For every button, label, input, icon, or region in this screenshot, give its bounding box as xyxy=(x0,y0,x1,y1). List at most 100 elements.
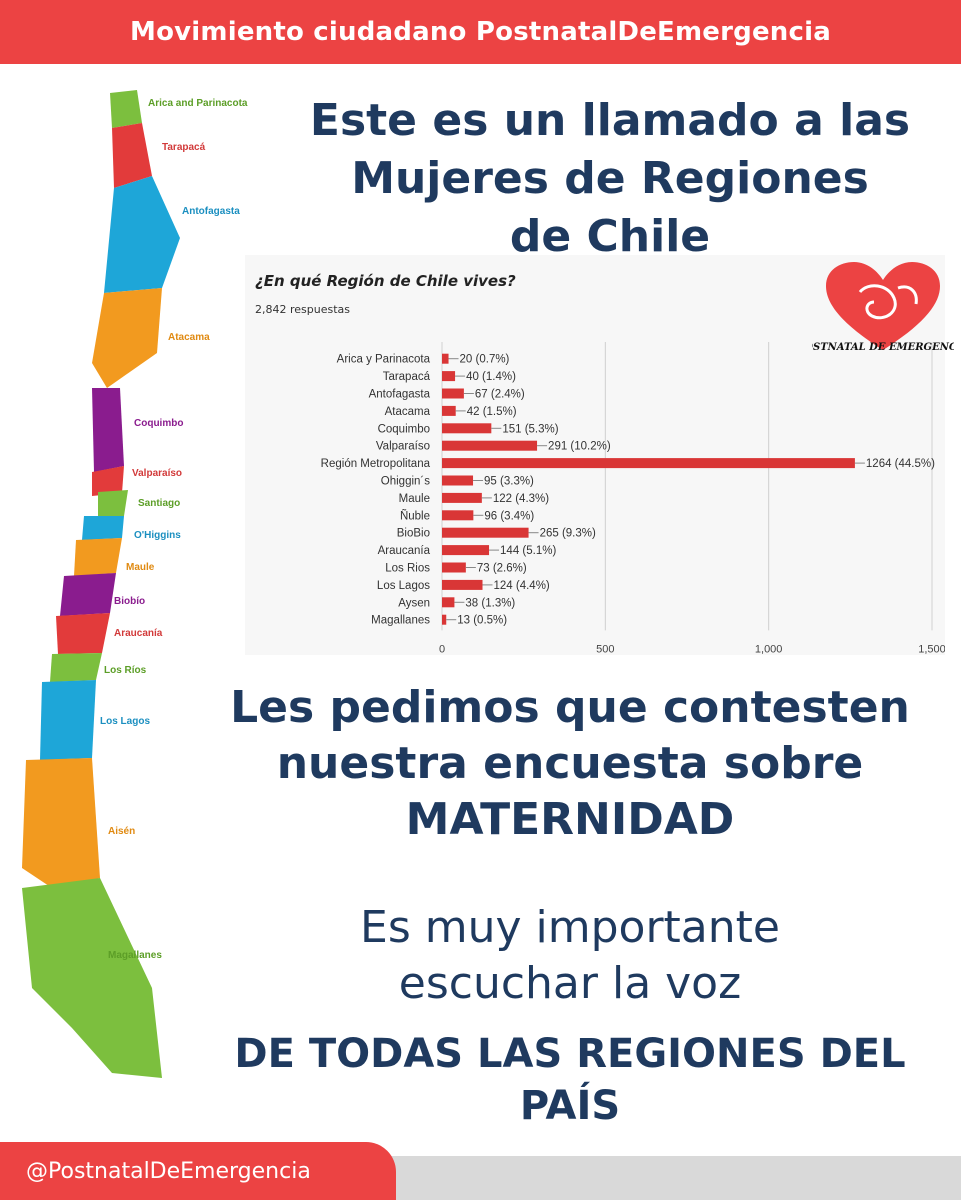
chart-bar xyxy=(442,371,456,382)
map-label-losrios: Los Ríos xyxy=(104,665,147,676)
chart-category-label: Arica y Parinacota xyxy=(337,354,431,366)
chart-bar xyxy=(442,458,855,469)
chart-data-label: 124 (4.4%) xyxy=(494,580,550,592)
chart-xtick-label: 500 xyxy=(596,643,614,655)
chart-bar xyxy=(442,423,492,434)
map-label-arica: Arica and Parinacota xyxy=(148,98,248,109)
headline-request: Les pedimos que contesten nuestra encues… xyxy=(185,680,955,848)
chart-data-label: 73 (2.6%) xyxy=(477,563,527,575)
chart-data-label: 151 (5.3%) xyxy=(502,423,558,435)
map-region-tarapaca xyxy=(112,123,152,188)
chart-xtick-label: 0 xyxy=(439,643,445,655)
chart-bar xyxy=(442,579,483,590)
chart-data-label: 20 (0.7%) xyxy=(460,354,510,366)
chart-category-label: Valparaíso xyxy=(376,441,430,453)
map-region-atacama xyxy=(92,288,162,388)
map-label-antofagasta: Antofagasta xyxy=(182,206,240,217)
logo-text: POSTNATAL DE EMERGENCIA xyxy=(812,342,954,353)
headline-request-line1: Les pedimos que contesten xyxy=(230,682,910,733)
map-region-ohiggins xyxy=(82,516,124,540)
chart-data-label: 95 (3.3%) xyxy=(484,476,534,488)
headline-importance: Es muy importante escuchar la voz xyxy=(190,900,950,1012)
headline-call-line3: de Chile xyxy=(509,211,711,262)
chart-bar xyxy=(442,510,474,521)
map-label-valparaiso: Valparaíso xyxy=(132,468,182,479)
chart-category-label: BioBio xyxy=(397,528,430,540)
chart-category-label: Región Metropolitana xyxy=(321,458,431,470)
chart-xtick-label: 1,500 xyxy=(918,643,945,655)
chart-category-label: Ñuble xyxy=(400,509,430,522)
chart-data-label: 1264 (44.5%) xyxy=(866,458,935,470)
headline-request-line3: MATERNIDAD xyxy=(405,794,735,845)
chart-bar xyxy=(442,388,464,399)
chart-bar xyxy=(442,545,490,556)
headline-call-line2: Mujeres de Regiones xyxy=(351,153,869,204)
map-label-coquimbo: Coquimbo xyxy=(134,418,183,429)
chart-category-label: Araucanía xyxy=(378,545,431,557)
map-region-losrios xyxy=(50,653,102,682)
chart-bar xyxy=(442,492,482,503)
chart-data-label: 96 (3.4%) xyxy=(484,510,534,522)
chart-bar xyxy=(442,562,466,573)
headline-all-regions-line2: PAÍS xyxy=(519,1083,621,1129)
banner-text: Movimiento ciudadano PostnatalDeEmergenc… xyxy=(130,17,831,47)
chart-category-label: Los Rios xyxy=(385,563,430,575)
chart-bar xyxy=(442,475,474,486)
map-label-atacama: Atacama xyxy=(168,332,210,343)
chart-bar xyxy=(442,614,447,625)
chart-category-label: Maule xyxy=(399,493,430,505)
map-region-magallanes xyxy=(22,878,162,1078)
headline-all-regions: DE TODAS LAS REGIONES DEL PAÍS xyxy=(185,1028,955,1132)
map-label-aisen: Aisén xyxy=(108,826,135,837)
map-region-valparaiso xyxy=(92,466,124,496)
map-region-aisen xyxy=(22,758,100,888)
chart-data-label: 13 (0.5%) xyxy=(457,615,507,627)
chart-plot: 0 500 1,000 1,500 Arica y Parinacota 20 (0.7%… xyxy=(321,342,945,655)
chart-category-label: Tarapacá xyxy=(383,371,431,383)
chart-category-label: Ohiggin´s xyxy=(381,476,430,488)
chart-data-label: 265 (9.3%) xyxy=(540,528,596,540)
headline-call: Este es un llamado a las Mujeres de Regi… xyxy=(270,92,950,266)
chart-bar xyxy=(442,405,456,416)
chart-bar xyxy=(442,597,455,608)
map-label-maule: Maule xyxy=(126,562,155,573)
headline-all-regions-line1: DE TODAS LAS REGIONES DEL xyxy=(234,1031,906,1077)
chart-data-label: 40 (1.4%) xyxy=(466,371,516,383)
chart-data-label: 144 (5.1%) xyxy=(500,545,556,557)
chart-data-label: 38 (1.3%) xyxy=(465,597,515,609)
map-label-tarapaca: Tarapacá xyxy=(162,142,206,153)
chart-category-label: Magallanes xyxy=(371,615,430,627)
headline-importance-line2: escuchar la voz xyxy=(398,958,742,1009)
chart-subtitle: 2,842 respuestas xyxy=(255,303,351,316)
map-region-maule xyxy=(74,538,122,576)
map-label-biobio: Biobío xyxy=(114,596,145,607)
map-label-araucania: Araucanía xyxy=(114,628,163,639)
chart-data-label: 42 (1.5%) xyxy=(467,406,517,418)
map-region-araucania xyxy=(56,613,110,654)
map-region-arica xyxy=(110,90,142,128)
chart-bar xyxy=(442,527,529,538)
chart-data-label: 122 (4.3%) xyxy=(493,493,549,505)
chart-bar xyxy=(442,440,538,451)
chart-category-label: Coquimbo xyxy=(378,423,430,435)
footer-handle-tab: @PostnatalDeEmergencia xyxy=(0,1142,396,1200)
chart-category-label: Los Lagos xyxy=(377,580,430,592)
chart-data-label: 291 (10.2%) xyxy=(548,441,611,453)
chart-category-label: Aysen xyxy=(398,597,430,609)
heart-icon xyxy=(826,262,940,350)
survey-chart: ¿En qué Región de Chile vives? 2,842 res… xyxy=(245,255,945,655)
headline-call-line1: Este es un llamado a las xyxy=(309,95,911,146)
top-banner: Movimiento ciudadano PostnatalDeEmergenc… xyxy=(0,0,961,64)
map-region-santiago xyxy=(98,490,128,516)
chart-bar xyxy=(442,353,449,364)
chart-title: ¿En qué Región de Chile vives? xyxy=(255,272,516,290)
chart-category-label: Atacama xyxy=(385,406,431,418)
chart-xtick-label: 1,000 xyxy=(755,643,783,655)
headline-importance-line1: Es muy importante xyxy=(360,902,780,953)
map-label-ohiggins: O'Higgins xyxy=(134,530,181,541)
map-region-loslagos xyxy=(40,680,96,760)
chart-data-label: 67 (2.4%) xyxy=(475,389,525,401)
map-label-loslagos: Los Lagos xyxy=(100,716,150,727)
map-label-santiago: Santiago xyxy=(138,498,180,509)
map-label-magallanes: Magallanes xyxy=(108,950,162,961)
